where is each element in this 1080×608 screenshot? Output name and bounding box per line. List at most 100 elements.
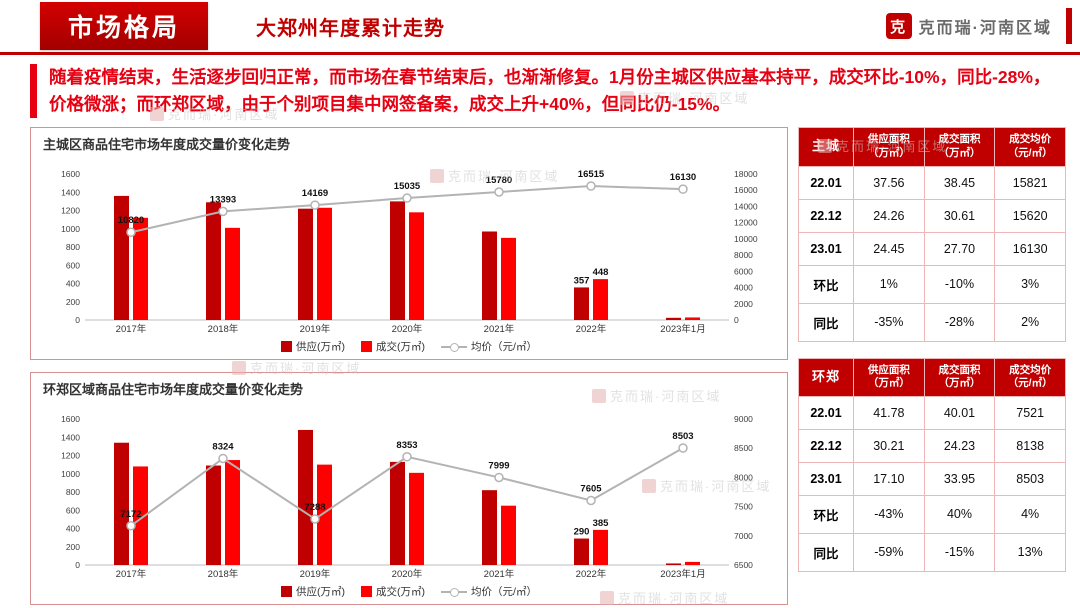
table-row: 同比 -59% -15% 13% [798, 532, 1066, 572]
chart-panel-main-city: 主城区商品住宅市场年度成交量价变化走势 0 200 400 600 800 1000 120… [30, 127, 788, 361]
svg-text:6000: 6000 [734, 267, 753, 277]
svg-text:8324: 8324 [212, 442, 234, 453]
svg-text:2020年: 2020年 [392, 568, 423, 580]
svg-text:200: 200 [66, 542, 80, 552]
table-cell: 15620 [994, 198, 1066, 233]
table-cell: 27.70 [923, 231, 996, 266]
table-header-row: 环郑 供应面积 （万㎡） 成交面积 （万㎡） 成交均价 （元/㎡） [798, 357, 1066, 397]
table-cell: 38.45 [923, 165, 996, 200]
tables-column: 主城 供应面积 （万㎡） 成交面积 （万㎡） 成交均价 （元/㎡） 22.01 37.56… [798, 127, 1066, 605]
svg-text:448: 448 [593, 267, 609, 278]
svg-text:800: 800 [66, 242, 80, 252]
divider-rule [0, 52, 1080, 55]
table-cell: 40% [923, 494, 996, 534]
table-row: 23.01 24.45 27.70 16130 [798, 231, 1066, 266]
svg-text:7500: 7500 [734, 502, 753, 512]
legend-item: 成交(万㎡) [361, 584, 425, 599]
table-cell: 30.21 [853, 428, 925, 463]
brand-seal-icon: 克 [885, 13, 912, 39]
svg-text:2021年: 2021年 [484, 568, 515, 580]
brand-text: 克而瑞·河南区域 [918, 20, 1052, 37]
suburb-table: 环郑 供应面积 （万㎡） 成交面积 （万㎡） 成交均价 （元/㎡） 22.01 41.78… [798, 357, 1066, 572]
main-area: 主城区商品住宅市场年度成交量价变化走势 0 200 400 600 800 1000 120… [0, 125, 1080, 606]
svg-text:7172: 7172 [120, 509, 141, 520]
svg-text:16515: 16515 [578, 169, 605, 180]
table-cell: 4% [994, 494, 1066, 534]
column-header: 成交面积 （万㎡） [923, 357, 996, 397]
section-label: 市场格局 [40, 2, 209, 50]
table-row: 环比 1% -10% 3% [798, 264, 1066, 304]
svg-text:8353: 8353 [396, 440, 417, 451]
legend-label: 供应(万㎡) [296, 341, 346, 354]
table-cell: 41.78 [853, 395, 925, 430]
legend-item: 均价（元/㎡） [441, 339, 537, 354]
svg-text:600: 600 [66, 261, 80, 271]
table-cell: 17.10 [853, 461, 925, 496]
legend-label: 成交(万㎡) [376, 586, 426, 599]
svg-text:800: 800 [66, 487, 80, 497]
svg-text:7605: 7605 [580, 484, 602, 495]
legend-swatch [281, 586, 293, 598]
table-cell: 24.26 [853, 198, 925, 233]
legend-label: 均价（元/㎡） [471, 341, 537, 354]
table-cell: 30.61 [923, 198, 996, 233]
table-cell: 8138 [994, 428, 1066, 463]
header-end-bar [1066, 8, 1072, 44]
svg-text:15780: 15780 [486, 175, 512, 186]
svg-text:2000: 2000 [734, 299, 753, 309]
svg-text:8000: 8000 [734, 250, 753, 260]
svg-text:0: 0 [75, 315, 80, 325]
table-row: 22.12 30.21 24.23 8138 [798, 428, 1066, 463]
table-cell: 8503 [994, 461, 1066, 496]
table-cell: 37.56 [853, 165, 925, 200]
svg-text:2021年: 2021年 [484, 323, 515, 335]
svg-text:8000: 8000 [734, 473, 753, 483]
svg-text:2019年: 2019年 [300, 568, 331, 580]
svg-text:2020年: 2020年 [392, 323, 423, 335]
table-cell: 15821 [994, 165, 1066, 200]
table-row: 23.01 17.10 33.95 8503 [798, 461, 1066, 496]
legend-line-swatch [441, 587, 468, 597]
svg-text:1200: 1200 [61, 451, 80, 461]
row-label: 23.01 [798, 461, 854, 496]
row-label: 同比 [798, 532, 854, 572]
svg-text:1400: 1400 [61, 188, 80, 198]
page-title: 大郑州年度累计走势 [256, 17, 446, 40]
svg-text:200: 200 [66, 297, 80, 307]
svg-text:2018年: 2018年 [208, 323, 239, 335]
intro-block: 随着疫情结束，生活逐步回归正常，而市场在春节结束后，也渐渐修复。1月份主城区供应… [30, 64, 1054, 119]
intro-text: 随着疫情结束，生活逐步回归正常，而市场在春节结束后，也渐渐修复。1月份主城区供应… [49, 67, 1051, 115]
row-label: 环比 [798, 264, 854, 304]
svg-text:2019年: 2019年 [300, 323, 331, 335]
table-corner-label: 主城 [798, 127, 854, 167]
row-label: 22.12 [798, 198, 854, 233]
svg-text:16130: 16130 [670, 172, 696, 183]
chart-legend: 供应(万㎡) 成交(万㎡) 均价（元/㎡） [39, 338, 779, 357]
table-row: 环比 -43% 40% 4% [798, 494, 1066, 534]
svg-text:6500: 6500 [734, 560, 753, 570]
column-header: 供应面积 （万㎡） [853, 127, 925, 167]
table-corner-label: 环郑 [798, 357, 854, 397]
table-cell: 13% [994, 532, 1066, 572]
svg-text:14169: 14169 [302, 188, 328, 199]
svg-text:400: 400 [66, 524, 80, 534]
row-label: 23.01 [798, 231, 854, 266]
svg-text:0: 0 [734, 315, 739, 325]
chart-legend: 供应(万㎡) 成交(万㎡) 均价（元/㎡） [39, 583, 779, 602]
header: 市场格局 大郑州年度累计走势 克 克而瑞·河南区域 [0, 0, 1080, 52]
svg-text:0: 0 [75, 560, 80, 570]
svg-text:1600: 1600 [61, 169, 80, 179]
svg-text:2017年: 2017年 [116, 323, 147, 335]
suburb-chart-canvas: 0 200 400 600 800 1000 1200 1400 1600 6500 7000 750… [61, 414, 753, 580]
legend-label: 供应(万㎡) [296, 586, 346, 599]
table-cell: 16130 [994, 231, 1066, 266]
table-cell: -10% [923, 264, 996, 304]
table-row: 同比 -35% -28% 2% [798, 302, 1066, 342]
column-header: 成交均价 （元/㎡） [994, 357, 1066, 397]
svg-text:7000: 7000 [734, 531, 753, 541]
svg-text:2022年: 2022年 [576, 568, 607, 580]
main-city-table: 主城 供应面积 （万㎡） 成交面积 （万㎡） 成交均价 （元/㎡） 22.01 37.56… [798, 127, 1066, 342]
svg-text:2018年: 2018年 [208, 568, 239, 580]
column-header: 供应面积 （万㎡） [853, 357, 925, 397]
